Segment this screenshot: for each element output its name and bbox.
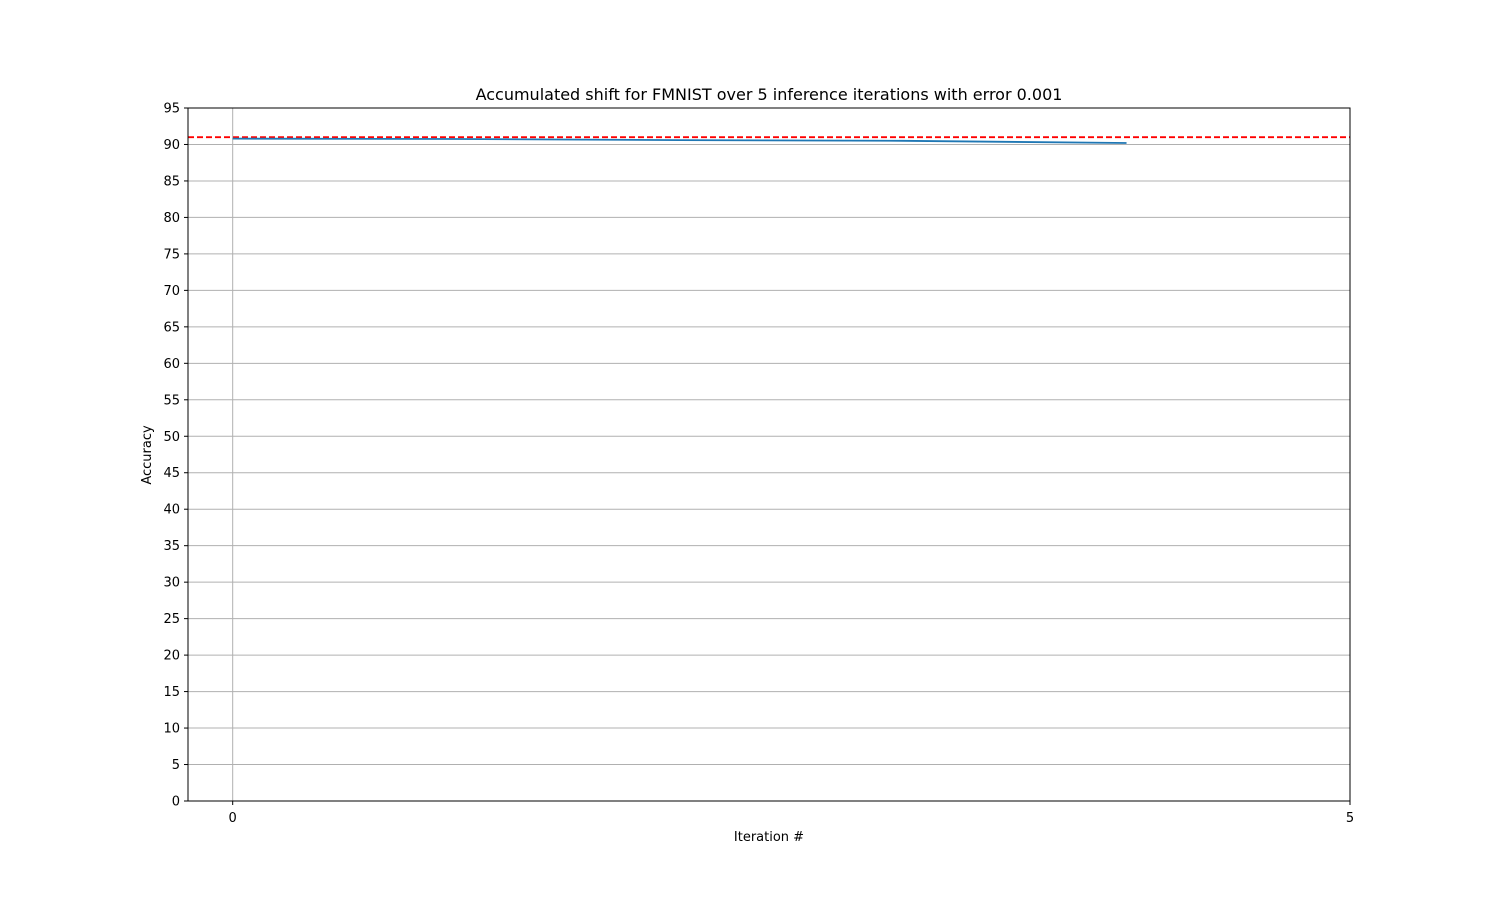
y-tick-label-16: 80 (163, 211, 180, 226)
y-axis-ticks: 0 5 10 15 20 25 30 35 40 45 50 55 60 65 70 75 80 85 90 95 (163, 102, 188, 810)
y-tick-label-2: 10 (163, 722, 180, 737)
series-lines (232, 137, 1127, 144)
y-tick-label-13: 65 (163, 320, 180, 335)
y-tick-label-7: 35 (163, 539, 180, 554)
y-tick-label-12: 60 (163, 357, 180, 372)
y-tick-label-0: 0 (172, 795, 180, 810)
y-tick-label-15: 75 (163, 247, 180, 262)
x-tick-label-0: 0 (229, 811, 237, 826)
y-tick-label-3: 15 (163, 685, 180, 700)
y-tick-label-1: 5 (172, 758, 180, 773)
y-tick-label-10: 50 (163, 430, 180, 445)
y-tick-label-18: 90 (163, 138, 180, 153)
y-tick-label-8: 40 (163, 503, 180, 518)
series-line-0 (232, 137, 1127, 144)
y-tick-label-17: 85 (163, 174, 180, 189)
y-tick-label-9: 45 (163, 466, 180, 481)
plot-frame (187, 107, 1351, 802)
y-tick-label-5: 25 (163, 612, 180, 627)
y-tick-label-19: 95 (163, 102, 180, 117)
y-tick-label-6: 30 (163, 576, 180, 591)
y-tick-label-11: 55 (163, 393, 180, 408)
chart-title: Accumulated shift for FMNIST over 5 infe… (476, 85, 1063, 104)
y-axis-label: Accuracy (140, 425, 155, 485)
y-tick-label-4: 20 (163, 649, 180, 664)
y-tick-label-14: 70 (163, 284, 180, 299)
x-tick-label-1: 5 (1346, 811, 1354, 826)
x-axis-label: Iteration # (734, 830, 804, 845)
